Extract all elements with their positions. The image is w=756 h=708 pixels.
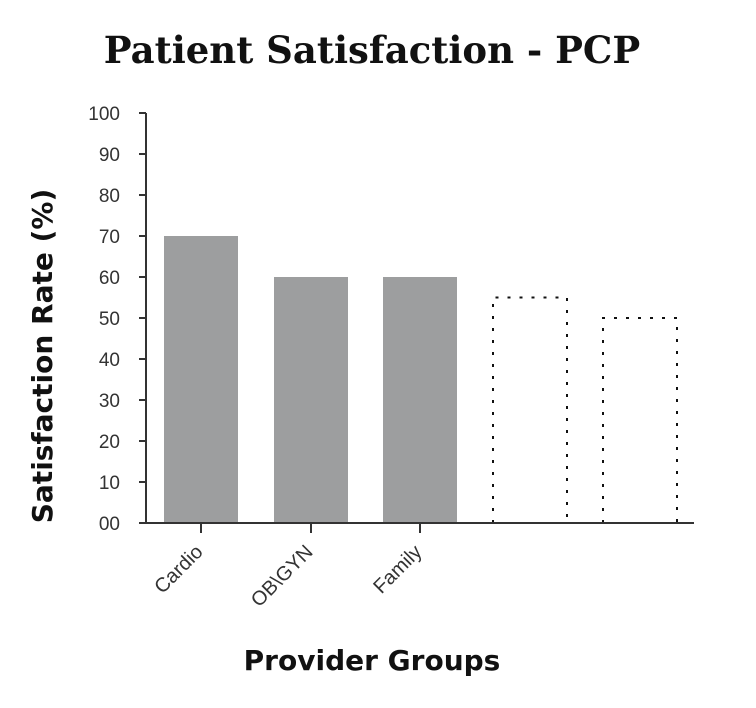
bar-ob-gyn <box>274 277 348 523</box>
y-tick-label: 80 <box>99 186 120 207</box>
bars-group <box>164 236 678 523</box>
y-tick-label: 60 <box>99 268 120 289</box>
y-tick-label: 100 <box>88 104 120 125</box>
x-tick-label: Cardio <box>150 541 207 598</box>
y-tick-label: 40 <box>99 350 120 371</box>
bar-cardio <box>164 236 238 523</box>
y-tick-label: 70 <box>99 227 120 248</box>
x-axis-ticks: Cardio OB\GYN Family <box>150 523 427 612</box>
placeholder-bar-1 <box>492 296 568 523</box>
x-tick-label: OB\GYN <box>247 541 318 612</box>
y-tick-label: 10 <box>99 473 120 494</box>
chart-title: Patient Satisfaction - PCP <box>104 28 640 72</box>
y-tick-label: 50 <box>99 309 120 330</box>
y-axis-title: Satisfaction Rate (%) <box>26 189 59 524</box>
y-tick-label: 00 <box>99 514 120 535</box>
x-tick-label: Family <box>369 541 426 598</box>
x-axis-title: Provider Groups <box>244 644 501 677</box>
y-axis-ticks: 00 10 20 30 40 50 60 70 80 90 100 <box>88 104 146 535</box>
y-tick-label: 30 <box>99 391 120 412</box>
y-tick-label: 90 <box>99 145 120 166</box>
bar-family <box>383 277 457 523</box>
y-tick-label: 20 <box>99 432 120 453</box>
placeholder-bar-2 <box>602 317 678 523</box>
